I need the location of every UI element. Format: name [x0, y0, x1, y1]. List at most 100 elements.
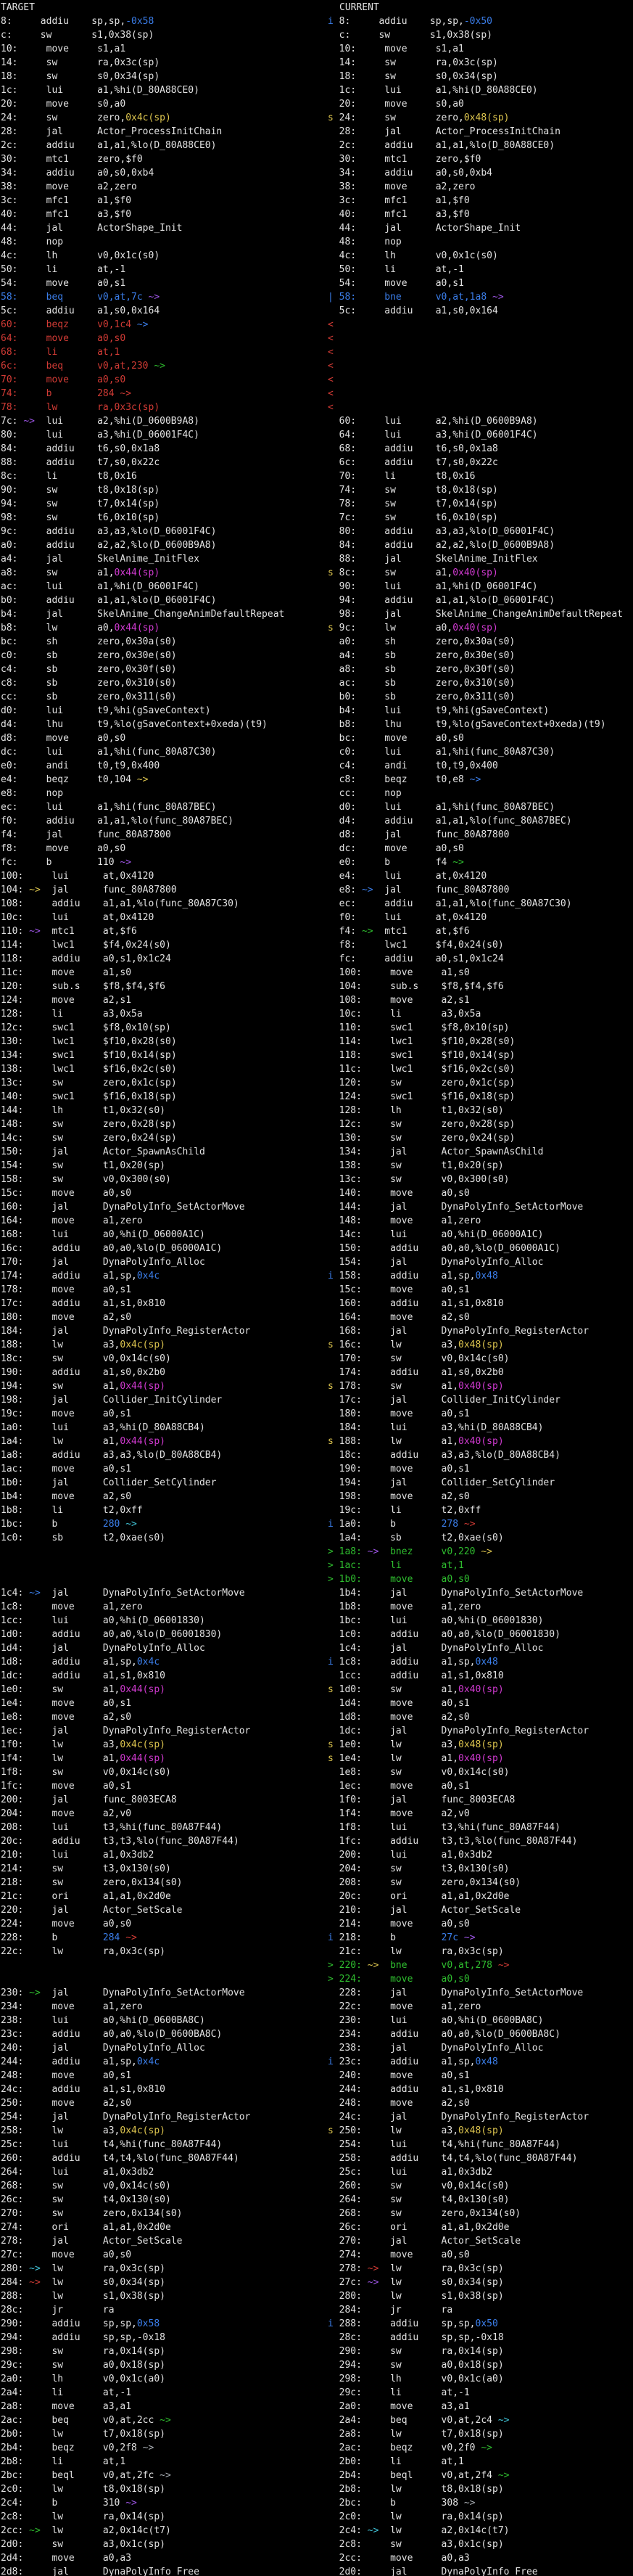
instruction-text: jal ActorShape_Init: [46, 223, 183, 234]
target-line: 218: sw zero,0x134(s0): [1, 1876, 182, 1890]
current-line: fc: addiu a0,s1,0x1c24: [328, 952, 504, 966]
address: 170:: [339, 1353, 362, 1364]
instruction-text: ori a1,a1,0x2d0e: [390, 2222, 510, 2233]
gutter-space: [328, 264, 339, 275]
instruction-text: [362, 1036, 390, 1047]
target-line: 2b4: beqz v0,2f8 ~>: [1, 2441, 154, 2455]
current-line: 74: sw t8,0x18(sp): [328, 483, 498, 497]
current-line: bc: move a0,s0: [328, 731, 464, 745]
instruction-text: [23, 2429, 51, 2440]
current-line: 24c: jal DynaPolyInfo_RegisterActor: [328, 2110, 589, 2124]
instruction-text: 0x44(sp): [120, 1381, 165, 1392]
instruction-text: beql v0,at,2fc: [51, 2470, 154, 2481]
current-line: 284: jr ra: [328, 2303, 453, 2317]
instruction-text: [362, 2084, 390, 2095]
address: 290:: [339, 2346, 362, 2357]
instruction-text: bne v0,at,1a8: [384, 292, 487, 303]
instruction-text: li a3,0x5a: [51, 1009, 143, 1020]
address: 98:: [1, 512, 18, 523]
branch-target-arrow: ~>: [29, 2525, 41, 2536]
current-line: 25c: lui a1,0x3db2: [328, 2165, 492, 2179]
instruction-text: lui a0,%hi(D_06000A1C): [390, 1229, 544, 1240]
instruction-text: [356, 554, 384, 565]
instruction-text: lui at,0x4120: [384, 871, 487, 882]
gutter-space: [328, 2029, 339, 2040]
instruction-text: move a0,s1: [51, 1284, 132, 1295]
address: 118:: [1, 953, 24, 964]
asm-row: 138: lwc1 $f16,0x2c(s0) 11c: lwc1 $f16,0…: [0, 1062, 633, 1076]
address: 1e0:: [1, 1684, 24, 1695]
instruction-text: li a3,0x5a: [390, 1009, 481, 1020]
current-line: 290: sw ra,0x14(sp): [328, 2345, 504, 2358]
target-line: 15c: move a0,s0: [1, 1186, 131, 1200]
instruction-text: [362, 1395, 390, 1406]
gutter-space: [328, 1257, 339, 1268]
asm-row: 26c: sw t4,0x130(s0) 264: sw t4,0x130(s0…: [0, 2193, 633, 2207]
branch-arrow: ~>: [120, 2498, 137, 2509]
gutter-space: [328, 1188, 339, 1199]
gutter-marker: |: [328, 292, 339, 303]
instruction-text: andi t0,t9,0x400: [384, 760, 498, 771]
target-line: 22c: lw ra,0x3c(sp): [1, 1945, 165, 1958]
instruction-text: [356, 953, 384, 964]
instruction-text: 0x44(sp): [120, 1436, 165, 1447]
target-line: 1d0: addiu a0,a0,%lo(D_06001830): [1, 1628, 222, 1641]
target-line: 1a8: addiu a3,a3,%lo(D_80A88CB4): [1, 1448, 222, 1462]
gutter-space: [328, 912, 339, 923]
instruction-text: sw v0,0x14c(s0): [51, 1353, 171, 1364]
instruction-text: [17, 264, 46, 275]
instruction-text: move a0,s0: [390, 1188, 470, 1199]
instruction-text: [23, 1698, 51, 1709]
gutter-space: [328, 898, 339, 909]
gutter-space: [328, 2429, 339, 2440]
address: 268:: [339, 2208, 362, 2219]
current-line: 268: sw zero,0x134(s0): [328, 2207, 521, 2220]
gutter-space: [328, 1326, 339, 1337]
asm-row: 2bc: beql v0,at,2fc ~> 2b4: beql v0,at,2…: [0, 2469, 633, 2482]
current-line: 1d8: move a2,s0: [328, 1710, 470, 1724]
current-line: 100: move a1,s0: [328, 966, 470, 980]
instruction-text: [17, 485, 46, 496]
address: 208:: [339, 1877, 362, 1888]
target-line: 1fc: move a0,s1: [1, 1779, 131, 1793]
target-line: 18: sw s0,0x34(sp): [1, 70, 160, 83]
instruction-text: [356, 471, 384, 482]
target-line: 54: move a0,s1: [1, 276, 125, 290]
gutter-space: [328, 871, 339, 882]
gutter-space: [328, 1284, 339, 1295]
instruction-text: [362, 1078, 390, 1088]
target-line: 1b8: li t2,0xff: [1, 1504, 143, 1517]
target-line: 298: sw ra,0x14(sp): [1, 2345, 165, 2358]
instruction-text: [378, 1546, 390, 1557]
instruction-text: [23, 1188, 51, 1199]
address: 260:: [1, 2153, 24, 2164]
asm-row: d8: move a0,s0 bc: move a0,s0: [0, 731, 633, 745]
instruction-text: li at,-1: [384, 264, 464, 275]
asm-row: 20: move s0,a0 20: move s0,a0: [0, 97, 633, 111]
instruction-text: sw t4,0x130(s0): [390, 2194, 510, 2205]
address: 8c:: [1, 471, 18, 482]
instruction-text: swc1 $f10,0x14(sp): [51, 1050, 177, 1061]
current-line: i 8: addiu sp,sp,-0x50: [328, 15, 492, 28]
instruction-text: swc1 $f16,0x18(sp): [390, 1091, 516, 1102]
current-line: 88: jal SkelAnime_InitFlex: [328, 552, 538, 566]
address: cc:: [1, 692, 18, 702]
gutter-marker: <: [328, 333, 339, 344]
address: c0:: [339, 747, 357, 758]
address: 25c:: [1, 2139, 24, 2150]
branch-arrow: ~>: [492, 1960, 510, 1971]
instruction-text: addiu t4,t4,%lo(func_80A87F44): [51, 2153, 239, 2164]
instruction-text: 0x48: [475, 1657, 498, 1668]
instruction-text: move a2,zero: [384, 181, 476, 192]
instruction-text: li at,1: [51, 2456, 126, 2467]
gutter-space: [328, 1643, 339, 1654]
current-line: 184: lui a3,%hi(D_80A88CB4): [328, 1421, 544, 1435]
address: 154:: [339, 1257, 362, 1268]
asm-row: 198: jal Collider_InitCylinder 17c: jal …: [0, 1393, 633, 1407]
asm-row: 18: sw s0,0x34(sp) 18: sw s0,0x34(sp): [0, 70, 633, 83]
address: 1d4:: [339, 1698, 362, 1709]
gutter-space: [328, 1050, 339, 1061]
target-line: 184: jal DynaPolyInfo_RegisterActor: [1, 1324, 250, 1338]
asm-row: 120: sub.s $f8,$f4,$f6 104: sub.s $f8,$f…: [0, 980, 633, 993]
instruction-text: move a1,zero: [51, 1601, 143, 1612]
